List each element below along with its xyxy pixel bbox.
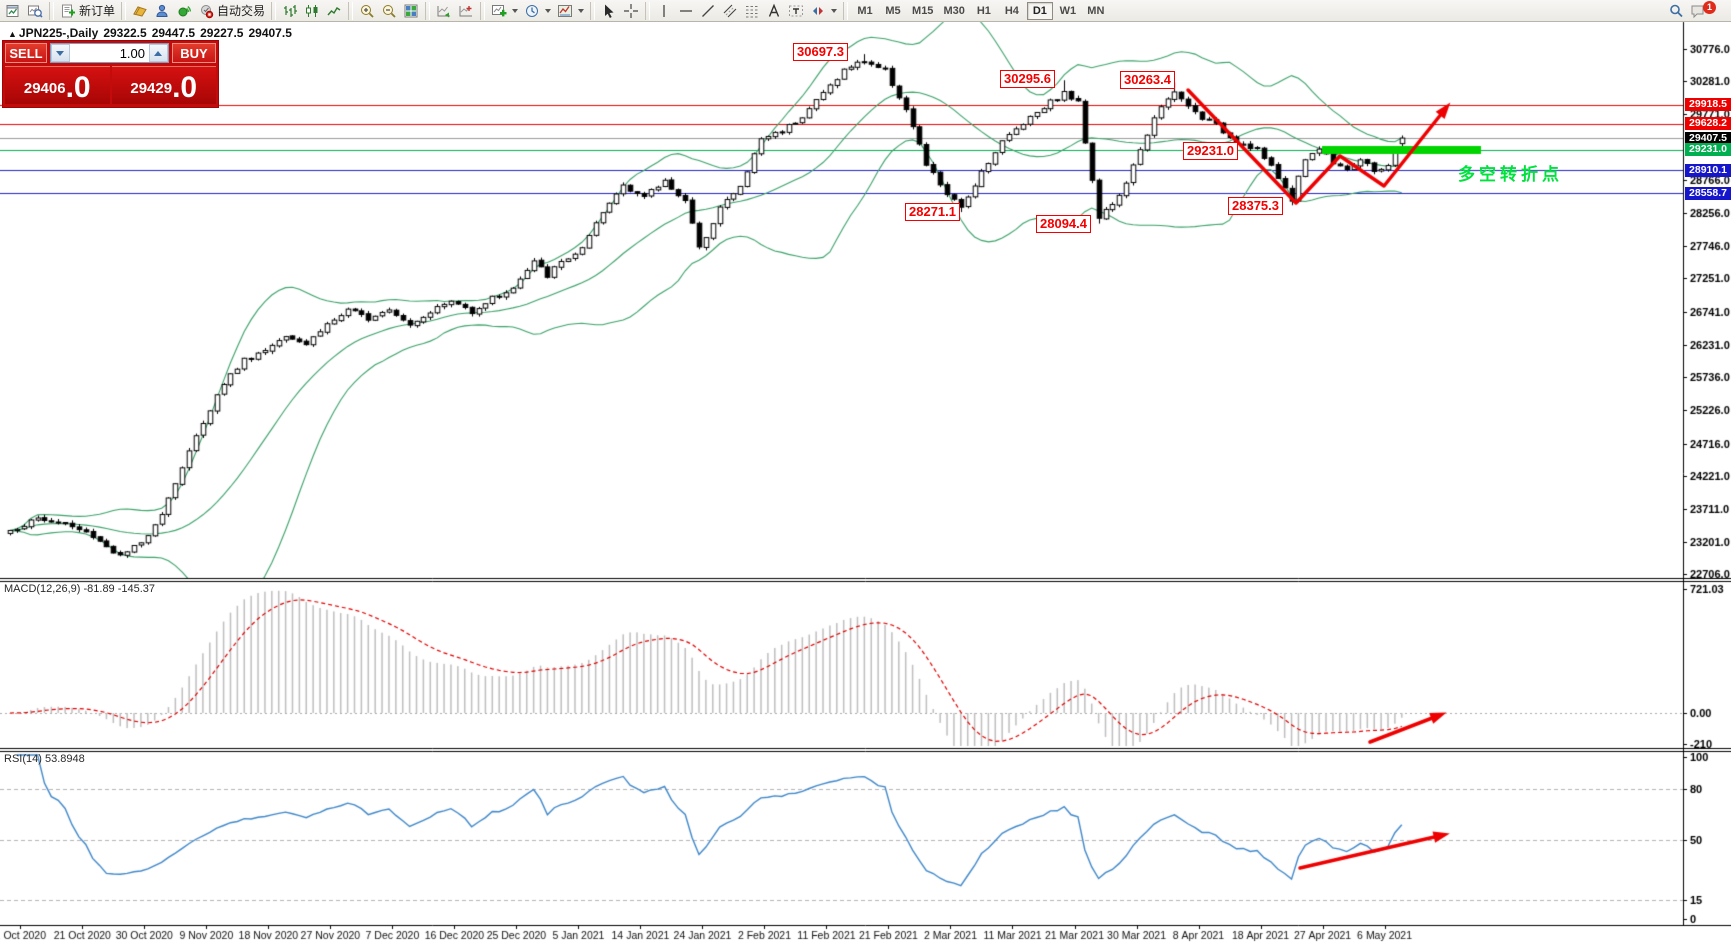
toolbar: 新订单 自动交易 M1 M5 M15 M30 H1 H4 D1 W1 MN 1: [0, 0, 1731, 22]
symbol-ohlc-line: ▲ JPN225-,Daily 29322.5 29447.5 29227.5 29407…: [8, 26, 297, 40]
trendline-button[interactable]: [697, 1, 719, 21]
auto-scroll-button[interactable]: [433, 1, 455, 21]
arrows-button[interactable]: [807, 1, 840, 21]
timeframe-w1-button[interactable]: W1: [1055, 2, 1081, 20]
tile-windows-button[interactable]: [400, 1, 422, 21]
autotrading-button[interactable]: 自动交易: [195, 1, 268, 21]
volume-decrease-button[interactable]: [51, 44, 70, 62]
chevron-down-icon: [545, 8, 552, 13]
notification-count-badge: 1: [1703, 0, 1716, 14]
rsi-indicator-label: RSI(14) 53.8948: [4, 753, 85, 765]
autotrading-label: 自动交易: [217, 4, 266, 18]
low-value: 29227.5: [200, 26, 244, 40]
navigator-button[interactable]: [151, 1, 173, 21]
price-axis-badge: 29628.2: [1685, 117, 1731, 131]
vertical-line-button[interactable]: [653, 1, 675, 21]
timeframe-d1-button[interactable]: D1: [1026, 2, 1053, 20]
toolbar-separator: [49, 1, 54, 20]
toolbar-separator: [843, 1, 849, 20]
crosshair-button[interactable]: [620, 1, 642, 21]
toolbar-separator: [348, 1, 354, 20]
timeframe-m5-button[interactable]: M5: [880, 2, 906, 20]
market-watch-button[interactable]: [129, 1, 151, 21]
new-chart-button[interactable]: [2, 1, 24, 21]
timeframe-m30-button[interactable]: M30: [939, 2, 968, 20]
new-order-button[interactable]: 新订单: [57, 1, 118, 21]
direction-up-icon: ▲: [8, 29, 17, 39]
price-axis-badge: 29918.5: [1685, 98, 1731, 112]
chart-annotation-text[interactable]: 多空转折点: [1458, 165, 1563, 184]
toolbar-separator: [271, 1, 277, 20]
macd-indicator-label: MACD(12,26,9) -81.89 -145.37: [4, 583, 156, 595]
zoom-in-button[interactable]: [356, 1, 378, 21]
buy-button[interactable]: BUY: [172, 43, 216, 63]
chart-shift-button[interactable]: [455, 1, 477, 21]
toolbar-separator: [645, 1, 651, 20]
price-callout[interactable]: 28271.1: [905, 203, 960, 221]
periods-button[interactable]: [521, 1, 554, 21]
candlestick-chart-button[interactable]: [301, 1, 323, 21]
text-label-button[interactable]: [785, 1, 807, 21]
high-value: 29447.5: [151, 26, 196, 40]
price-callout[interactable]: 30263.4: [1120, 71, 1175, 89]
price-axis-badge: 28910.1: [1685, 163, 1731, 177]
price-axis-badge: 29231.0: [1685, 143, 1731, 157]
bar-chart-button[interactable]: [279, 1, 301, 21]
timeframe-mn-button[interactable]: MN: [1083, 2, 1109, 20]
buy-price: 29429: [130, 80, 173, 97]
one-click-trading-panel: SELL BUY 29406.0 29429.0: [2, 40, 219, 108]
indicators-button[interactable]: [488, 1, 521, 21]
close-value: 29407.5: [248, 26, 292, 40]
chevron-down-icon: [512, 8, 519, 13]
timeframe-h1-button[interactable]: H1: [971, 2, 997, 20]
cursor-button[interactable]: [598, 1, 620, 21]
price-callout[interactable]: 28094.4: [1036, 215, 1091, 233]
chart-profile-button[interactable]: [24, 1, 46, 21]
price-callout[interactable]: 29231.0: [1183, 142, 1238, 160]
timeframe-h4-button[interactable]: H4: [999, 2, 1025, 20]
symbol-name: JPN225-,Daily: [18, 26, 99, 40]
toolbar-separator: [121, 1, 127, 20]
price-axis-badge: 28558.7: [1685, 186, 1731, 200]
buy-price-button[interactable]: 29429.0: [111, 66, 216, 104]
chevron-down-icon: [831, 8, 838, 13]
zoom-out-button[interactable]: [378, 1, 400, 21]
fibonacci-button[interactable]: [741, 1, 763, 21]
volume-stepper: [50, 43, 169, 63]
chevron-down-icon: [578, 8, 585, 13]
text-button[interactable]: [763, 1, 785, 21]
volume-input[interactable]: [70, 44, 149, 62]
price-callout[interactable]: 30295.6: [1000, 70, 1055, 88]
toolbar-separator: [425, 1, 431, 20]
timeframe-m1-button[interactable]: M1: [852, 2, 878, 20]
price-callout[interactable]: 28375.3: [1228, 197, 1283, 215]
templates-button[interactable]: [554, 1, 587, 21]
timeframe-m15-button[interactable]: M15: [908, 2, 937, 20]
toolbar-separator: [480, 1, 486, 20]
sell-price: 29406: [23, 80, 66, 97]
notifications-button[interactable]: 1: [1687, 0, 1725, 21]
search-button[interactable]: [1665, 1, 1687, 21]
price-callout[interactable]: 30697.3: [793, 43, 848, 61]
timeframe-toolbar: M1 M5 M15 M30 H1 H4 D1 W1 MN: [851, 1, 1110, 20]
new-order-label: 新订单: [79, 4, 116, 18]
volume-increase-button[interactable]: [149, 44, 168, 62]
price-axis-badge: 29407.5: [1685, 131, 1731, 145]
sell-price-button[interactable]: 29406.0: [5, 66, 110, 104]
terminal-button[interactable]: [173, 1, 195, 21]
line-chart-button[interactable]: [323, 1, 345, 21]
equidistant-channel-button[interactable]: [719, 1, 741, 21]
toolbar-separator: [590, 1, 596, 20]
open-value: 29322.5: [103, 26, 147, 40]
sell-button[interactable]: SELL: [5, 43, 47, 63]
horizontal-line-button[interactable]: [675, 1, 697, 21]
